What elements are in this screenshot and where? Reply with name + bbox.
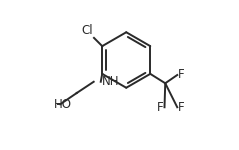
- Text: NH: NH: [102, 75, 119, 88]
- Text: HO: HO: [54, 98, 72, 111]
- Text: F: F: [178, 101, 185, 114]
- Text: Cl: Cl: [81, 24, 93, 37]
- Text: F: F: [157, 101, 164, 114]
- Text: F: F: [178, 69, 185, 81]
